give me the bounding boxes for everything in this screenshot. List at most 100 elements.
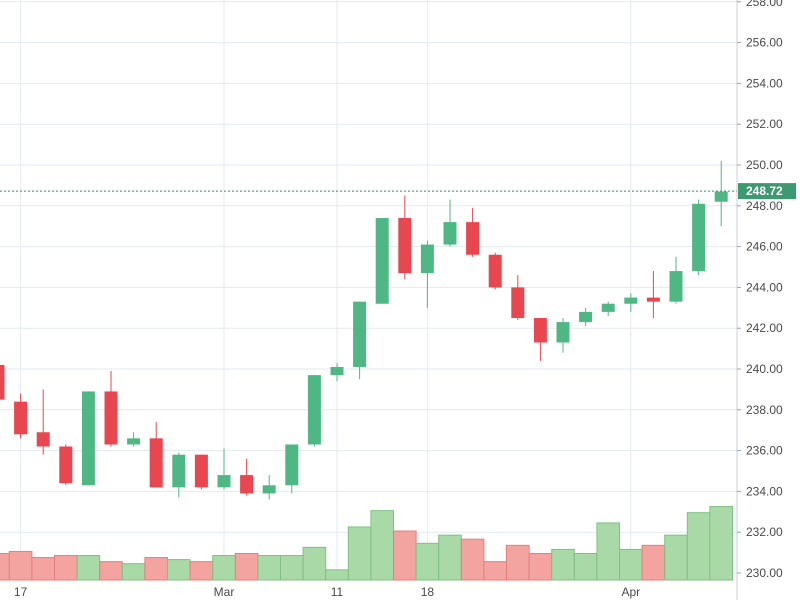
candle-body — [646, 297, 660, 302]
volume-bar — [302, 546, 327, 581]
volume-bar — [280, 555, 304, 581]
last-price-box — [738, 183, 796, 200]
price-tick-label: 248.00 — [746, 199, 783, 213]
candle — [36, 389, 50, 455]
candle — [0, 364, 5, 400]
time-tick-label: Apr — [621, 585, 640, 599]
candle — [330, 362, 344, 382]
candle-body — [398, 218, 412, 274]
candle-body — [217, 475, 231, 488]
volume-bars — [0, 506, 734, 581]
candle — [353, 301, 367, 380]
candle-body — [353, 301, 367, 367]
candle — [375, 218, 389, 304]
candle — [533, 318, 547, 361]
candle-body — [81, 391, 95, 486]
volume-bar — [619, 548, 643, 581]
candle — [194, 454, 208, 490]
price-tick-label: 250.00 — [746, 158, 783, 172]
volume-bar — [31, 557, 55, 581]
price-tick-label: 252.00 — [746, 117, 783, 131]
candle-body — [36, 432, 50, 447]
candle — [149, 422, 163, 488]
volume-bar — [415, 542, 440, 581]
price-tick-label: 230.00 — [746, 566, 783, 580]
candle-body — [443, 222, 457, 245]
volume-bar — [370, 510, 394, 581]
candle-body — [601, 303, 615, 312]
volume-bar — [347, 526, 372, 581]
price-axis[interactable]: 230.00 232.00 234.00 236.00 238.00 240.00 242.… — [737, 0, 783, 580]
price-tick-label: 238.00 — [746, 403, 783, 417]
candle — [443, 199, 457, 247]
candle-body — [579, 311, 593, 323]
candle — [646, 271, 660, 318]
candle-body — [262, 485, 276, 494]
candle-body — [104, 391, 118, 445]
candle-body — [420, 244, 434, 274]
candles — [0, 160, 728, 500]
candle-body — [511, 287, 525, 318]
volume-bar — [0, 552, 10, 581]
volume-bar — [325, 569, 349, 581]
candle-body — [127, 438, 141, 445]
candle — [579, 307, 593, 327]
candle-body — [466, 222, 480, 255]
volume-bar — [54, 555, 78, 581]
candle-body — [488, 254, 502, 288]
candle-body — [669, 271, 683, 302]
volume-bar — [528, 552, 553, 581]
volume-bar — [144, 557, 168, 581]
candle — [488, 252, 502, 290]
candle — [217, 448, 231, 490]
candle-body — [240, 475, 254, 494]
candle — [127, 432, 141, 447]
candle-body — [330, 366, 344, 376]
volume-bar — [8, 550, 33, 581]
volume-bar — [76, 555, 101, 581]
volume-bar — [664, 534, 688, 581]
candle-body — [624, 297, 638, 304]
candle — [14, 393, 28, 439]
volume-bar — [483, 561, 507, 581]
volume-bar — [596, 522, 621, 581]
time-tick-label: 17 — [14, 585, 28, 599]
candle-body — [533, 318, 547, 343]
volume-bar — [641, 544, 666, 581]
volume-bar — [460, 538, 485, 581]
candle-body — [556, 322, 570, 343]
volume-bar — [438, 534, 462, 581]
candle — [81, 391, 95, 486]
candle-body — [194, 454, 208, 488]
price-tick-label: 232.00 — [746, 525, 783, 539]
candle — [714, 160, 728, 227]
candle — [624, 293, 638, 312]
candle — [692, 199, 706, 276]
candle-body — [285, 444, 299, 486]
candle — [669, 256, 683, 304]
price-tick-label: 240.00 — [746, 362, 783, 376]
candle — [466, 207, 480, 257]
candle-body — [692, 203, 706, 272]
price-tick-label: 234.00 — [746, 484, 783, 498]
candle-body — [307, 375, 321, 445]
candle — [398, 195, 412, 280]
candle-body — [59, 446, 73, 484]
candle — [104, 371, 118, 447]
candle-body — [714, 191, 728, 202]
volume-bar — [189, 561, 214, 581]
candle-body — [14, 401, 28, 435]
time-tick-label: Mar — [214, 585, 235, 599]
volume-bar — [257, 555, 281, 581]
last-price-label: 248.72 — [746, 184, 783, 198]
price-tick-label: 242.00 — [746, 321, 783, 335]
volume-bar — [167, 559, 191, 581]
candle — [262, 475, 276, 500]
volume-bar — [393, 530, 417, 581]
volume-bar — [121, 563, 146, 581]
volume-bar — [212, 555, 236, 581]
price-tick-label: 244.00 — [746, 280, 783, 294]
price-tick-label: 256.00 — [746, 36, 783, 50]
volume-bar — [686, 512, 711, 581]
time-axis[interactable]: 17 Mar 11 18 Apr — [14, 585, 640, 599]
